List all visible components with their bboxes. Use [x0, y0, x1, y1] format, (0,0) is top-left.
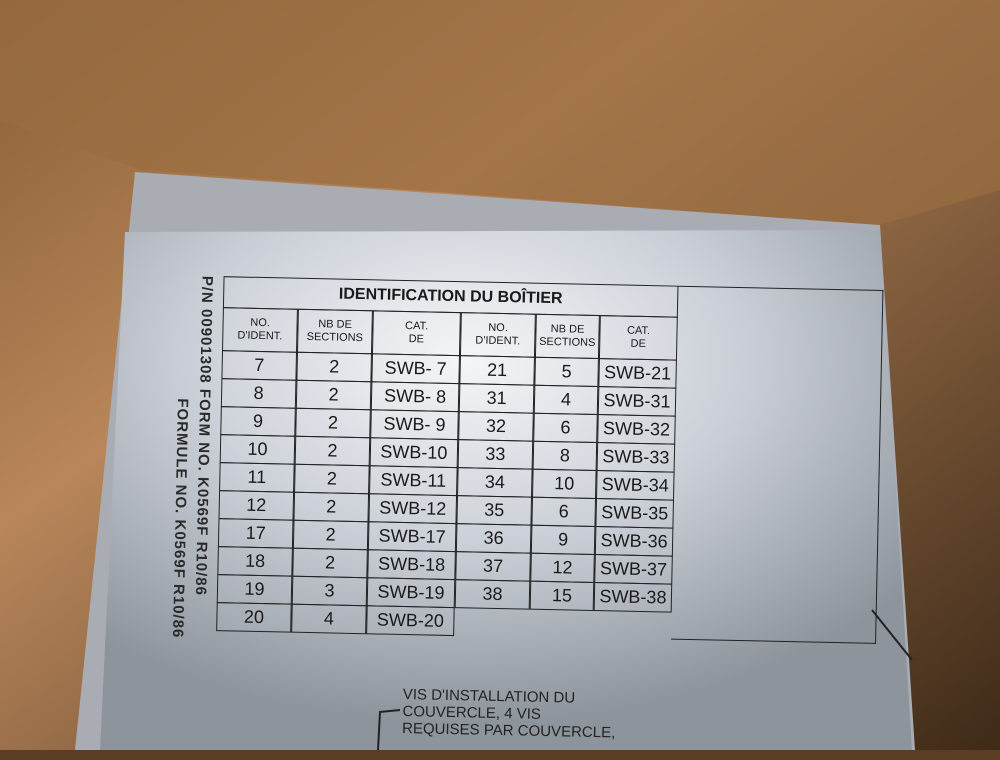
- table-cell: 11: [219, 462, 295, 493]
- side-text: FORMULE NO. K0569F R10/86: [168, 398, 192, 639]
- column-header: NB DE SECTIONS: [296, 308, 373, 355]
- table-cell: 12: [530, 552, 595, 584]
- header-line: CAT.: [626, 324, 651, 338]
- diagram-line: [871, 609, 913, 661]
- header-line: NO.: [488, 321, 508, 335]
- table-cell: SWB-37: [594, 554, 673, 585]
- header-line: SECTIONS: [306, 330, 364, 345]
- header-line: NO.: [250, 316, 271, 330]
- header-line: D'IDENT.: [237, 329, 283, 343]
- table-cell: 34: [457, 467, 533, 498]
- table-cell: 10: [532, 468, 597, 500]
- table-cell: 17: [217, 518, 294, 549]
- table-cell: SWB-19: [366, 577, 456, 609]
- table-cell: 2: [296, 351, 372, 383]
- table-cell: 2: [292, 519, 369, 551]
- table-cell: SWB-31: [597, 386, 677, 417]
- table-cell: 2: [295, 379, 372, 411]
- table-cell: SWB-34: [595, 470, 675, 501]
- column-header: CAT. DE: [598, 315, 678, 361]
- table-cell: 20: [216, 602, 292, 633]
- table-cell: 6: [531, 496, 597, 528]
- table-cell: SWB-33: [596, 442, 676, 473]
- table-cell: 4: [291, 603, 367, 635]
- table-cell: 21: [459, 355, 535, 386]
- table-cell: 2: [293, 491, 370, 523]
- table-cell: 35: [456, 495, 533, 526]
- table-cell: SWB-17: [367, 521, 457, 553]
- table-cell: 9: [220, 406, 296, 437]
- table-cell: SWB-36: [594, 526, 674, 557]
- header-line: DE: [408, 333, 425, 346]
- table-cell: 6: [533, 412, 598, 444]
- header-line: DE: [630, 337, 647, 351]
- table-cell: 2: [294, 463, 370, 495]
- table-cell: 8: [532, 440, 598, 472]
- table-cell: 15: [529, 580, 595, 611]
- table-cell: 8: [220, 378, 297, 409]
- table-cell: 5: [534, 356, 599, 388]
- table-cell: 37: [455, 551, 531, 582]
- table-cell: SWB-32: [597, 414, 676, 445]
- table-cell: 9: [530, 524, 596, 556]
- box-flap: [0, 0, 1000, 225]
- side-text: P/N 00901308 FORM NO. K0569F R10/86: [191, 275, 216, 597]
- header-line: D'IDENT.: [475, 334, 521, 348]
- table-cell: SWB- 8: [370, 381, 460, 413]
- leader-line: [377, 709, 401, 750]
- table-cell: SWB-20: [366, 605, 455, 637]
- table-cell: SWB- 7: [371, 353, 460, 385]
- header-line: NB DE: [318, 318, 353, 331]
- paper: [100, 230, 912, 750]
- table-cell: 2: [292, 547, 368, 579]
- table-cell: 2: [295, 407, 371, 439]
- table-cell: 33: [457, 439, 534, 470]
- table-cell: 32: [458, 411, 534, 442]
- table-cell: 19: [216, 574, 293, 605]
- table-cell: SWB-38: [593, 582, 673, 613]
- column-header: NO. D'IDENT.: [459, 312, 536, 358]
- table-cell: SWB-21: [598, 358, 677, 389]
- column-header: CAT. DE: [371, 310, 461, 357]
- table-cell: 18: [217, 546, 293, 577]
- table-cell: SWB-35: [595, 498, 674, 529]
- note-text: REQUISES PAR COUVERCLE,: [401, 720, 616, 742]
- table-cell: SWB-12: [368, 493, 458, 525]
- table-cell: 7: [221, 350, 298, 381]
- column-header: NO. D'IDENT.: [222, 307, 298, 353]
- table-cell: 31: [458, 383, 535, 414]
- table-cell: 2: [294, 435, 371, 467]
- column-header: NB DE SECTIONS: [534, 313, 600, 360]
- table-cell: SWB-11: [369, 465, 458, 497]
- table-cell: 12: [218, 490, 295, 521]
- header-line: SECTIONS: [539, 335, 596, 349]
- header-line: NB DE: [550, 323, 585, 336]
- header-line: CAT.: [404, 319, 429, 333]
- table-cell: SWB-18: [367, 549, 456, 581]
- table-cell: SWB-10: [369, 437, 459, 469]
- frame: [671, 285, 884, 644]
- table-cell: 36: [455, 523, 532, 554]
- table-cell: 38: [454, 579, 531, 610]
- table-cell: 3: [291, 575, 368, 607]
- table-cell: SWB- 9: [370, 409, 459, 441]
- table-cell: 4: [533, 384, 599, 416]
- table-cell: 10: [219, 434, 296, 465]
